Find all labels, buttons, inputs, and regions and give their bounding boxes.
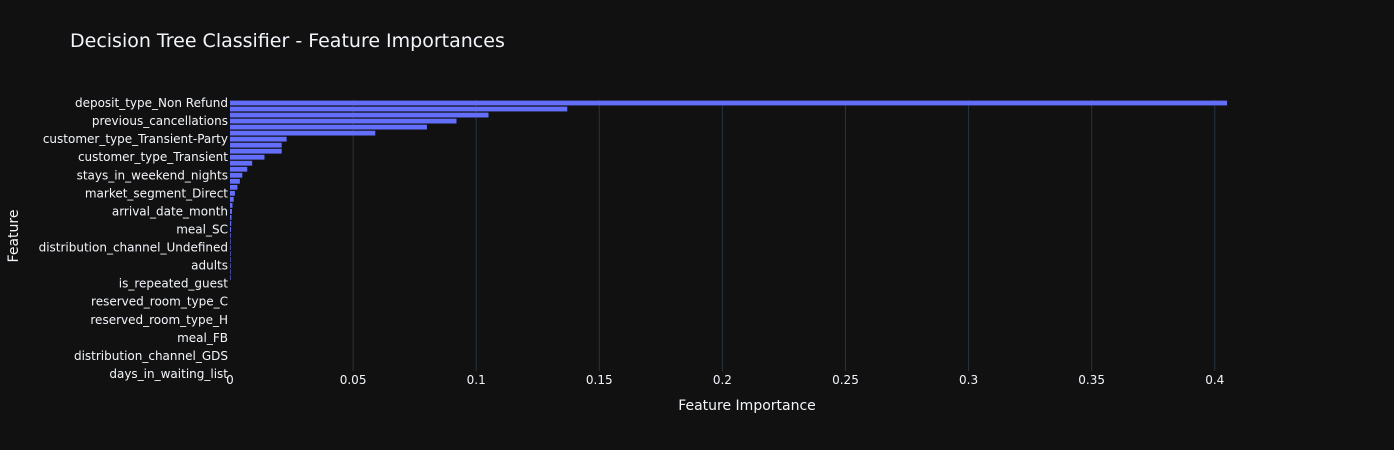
bar [230,124,427,130]
bar [230,130,376,136]
bar [230,112,489,118]
bar [230,275,231,281]
bar [230,172,243,178]
y-tick-label: market_segment_Direct [85,186,228,200]
bar [230,154,265,160]
bar [230,245,231,250]
bar [230,106,568,112]
x-tick-label: 0.25 [832,373,859,387]
y-tick-label: stays_in_weekend_nights [77,168,228,182]
bar [230,196,234,202]
y-tick-label: arrival_date_month [112,204,228,218]
y-tick-label: customer_type_Transient [78,150,228,164]
bar [230,136,287,142]
bar [230,251,231,256]
bar [230,269,231,275]
x-tick-label: 0.2 [713,373,732,387]
bar [230,202,233,208]
bar [230,100,1228,106]
chart-title: Decision Tree Classifier - Feature Impor… [70,30,505,52]
x-tick-label: 0 [226,373,234,387]
y-tick-label: customer_type_Transient-Party [43,132,228,146]
x-tick-label: 0.15 [586,373,613,387]
x-tick-label: 0.05 [340,373,367,387]
x-tick-label: 0.1 [467,373,486,387]
bar [230,178,240,184]
y-tick-label: is_repeated_guest [119,277,229,291]
bar [230,233,231,238]
x-tick-label: 0.35 [1078,373,1105,387]
y-tick-label: meal_FB [177,331,228,345]
bar [230,239,231,244]
bar [230,215,232,220]
bar [230,142,282,148]
y-tick-label: adults [191,259,228,273]
y-tick-label: distribution_channel_GDS [74,349,228,363]
y-tick-label: reserved_room_type_H [90,313,228,327]
x-tick-label: 0.4 [1205,373,1224,387]
bar [230,227,231,232]
y-tick-label: reserved_room_type_C [91,295,228,309]
bar [230,118,457,124]
bar [230,263,231,269]
bar [230,160,253,166]
y-axis-title: Feature [6,210,22,263]
x-tick-label: 0.3 [959,373,978,387]
bar [230,166,248,172]
bar [230,209,232,214]
y-tick-label: distribution_channel_Undefined [39,241,228,255]
y-tick-label: deposit_type_Non Refund [75,96,228,110]
bar [230,221,232,226]
x-axis-title: Feature Importance [678,398,816,414]
bar [230,184,238,190]
y-tick-label: meal_SC [176,222,228,236]
y-tick-label: days_in_waiting_list [109,367,228,381]
bar [230,190,235,196]
bar [230,257,231,262]
y-tick-label: previous_cancellations [92,114,228,128]
bar [230,148,282,154]
